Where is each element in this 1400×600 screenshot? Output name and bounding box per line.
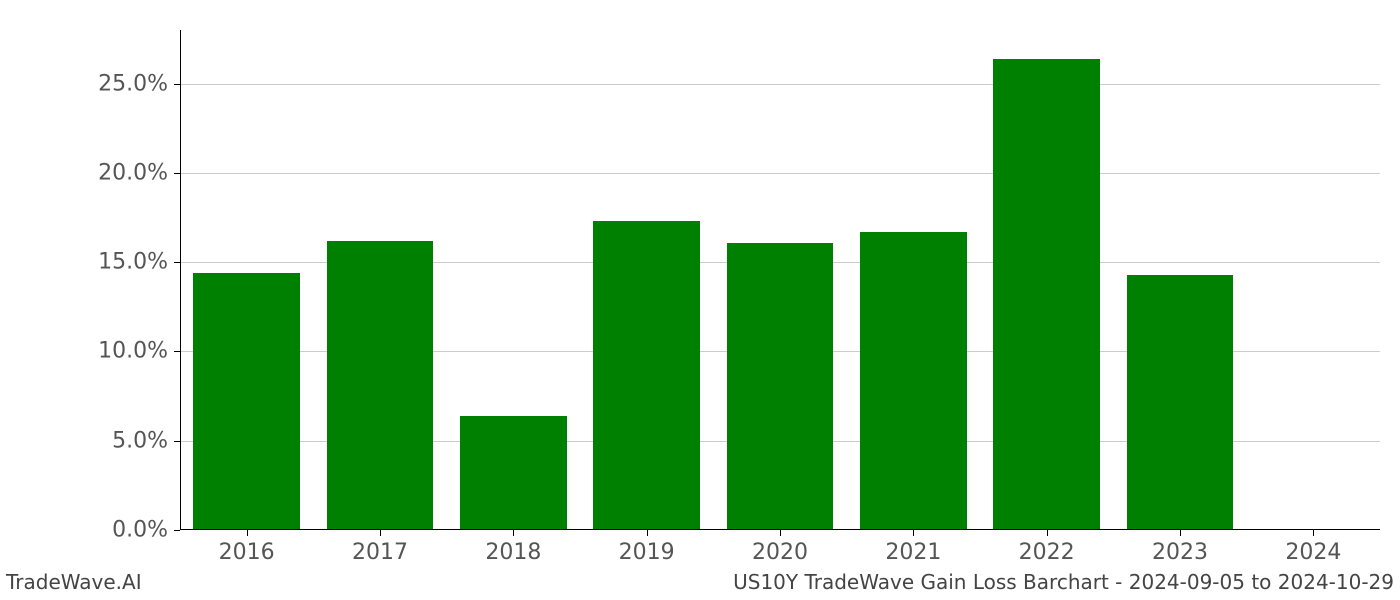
bar: [327, 241, 434, 530]
x-tick-mark: [1047, 530, 1048, 536]
x-tick-label: 2016: [219, 540, 275, 565]
x-tick-label: 2024: [1285, 540, 1341, 565]
x-tick-mark: [1180, 530, 1181, 536]
y-tick-label: 15.0%: [98, 250, 168, 275]
y-tick-mark: [174, 530, 180, 531]
y-tick-label: 20.0%: [98, 160, 168, 185]
x-tick-mark: [647, 530, 648, 536]
y-tick-label: 10.0%: [98, 339, 168, 364]
x-tick-label: 2021: [885, 540, 941, 565]
gridline: [180, 173, 1380, 174]
bar: [460, 416, 567, 530]
x-tick-mark: [913, 530, 914, 536]
y-tick-mark: [174, 351, 180, 352]
bar: [193, 273, 300, 530]
x-tick-label: 2018: [485, 540, 541, 565]
x-tick-mark: [513, 530, 514, 536]
x-tick-mark: [247, 530, 248, 536]
bar: [993, 59, 1100, 530]
y-tick-label: 5.0%: [112, 428, 168, 453]
y-tick-label: 25.0%: [98, 71, 168, 96]
x-tick-label: 2019: [619, 540, 675, 565]
plot-area: 0.0%5.0%10.0%15.0%20.0%25.0% 20162017201…: [180, 30, 1380, 530]
x-tick-label: 2020: [752, 540, 808, 565]
x-tick-mark: [380, 530, 381, 536]
bar: [727, 243, 834, 531]
y-axis-line: [180, 30, 181, 530]
bar: [593, 221, 700, 530]
footer-caption: US10Y TradeWave Gain Loss Barchart - 202…: [733, 570, 1394, 594]
y-tick-mark: [174, 441, 180, 442]
x-tick-label: 2017: [352, 540, 408, 565]
x-tick-mark: [1313, 530, 1314, 536]
y-tick-mark: [174, 84, 180, 85]
x-tick-label: 2023: [1152, 540, 1208, 565]
footer-brand: TradeWave.AI: [6, 570, 142, 594]
gridline: [180, 84, 1380, 85]
y-tick-mark: [174, 173, 180, 174]
y-tick-mark: [174, 262, 180, 263]
bar: [860, 232, 967, 530]
y-tick-label: 0.0%: [112, 518, 168, 543]
x-tick-label: 2022: [1019, 540, 1075, 565]
barchart: 0.0%5.0%10.0%15.0%20.0%25.0% 20162017201…: [180, 30, 1380, 530]
x-tick-mark: [780, 530, 781, 536]
bar: [1127, 275, 1234, 530]
